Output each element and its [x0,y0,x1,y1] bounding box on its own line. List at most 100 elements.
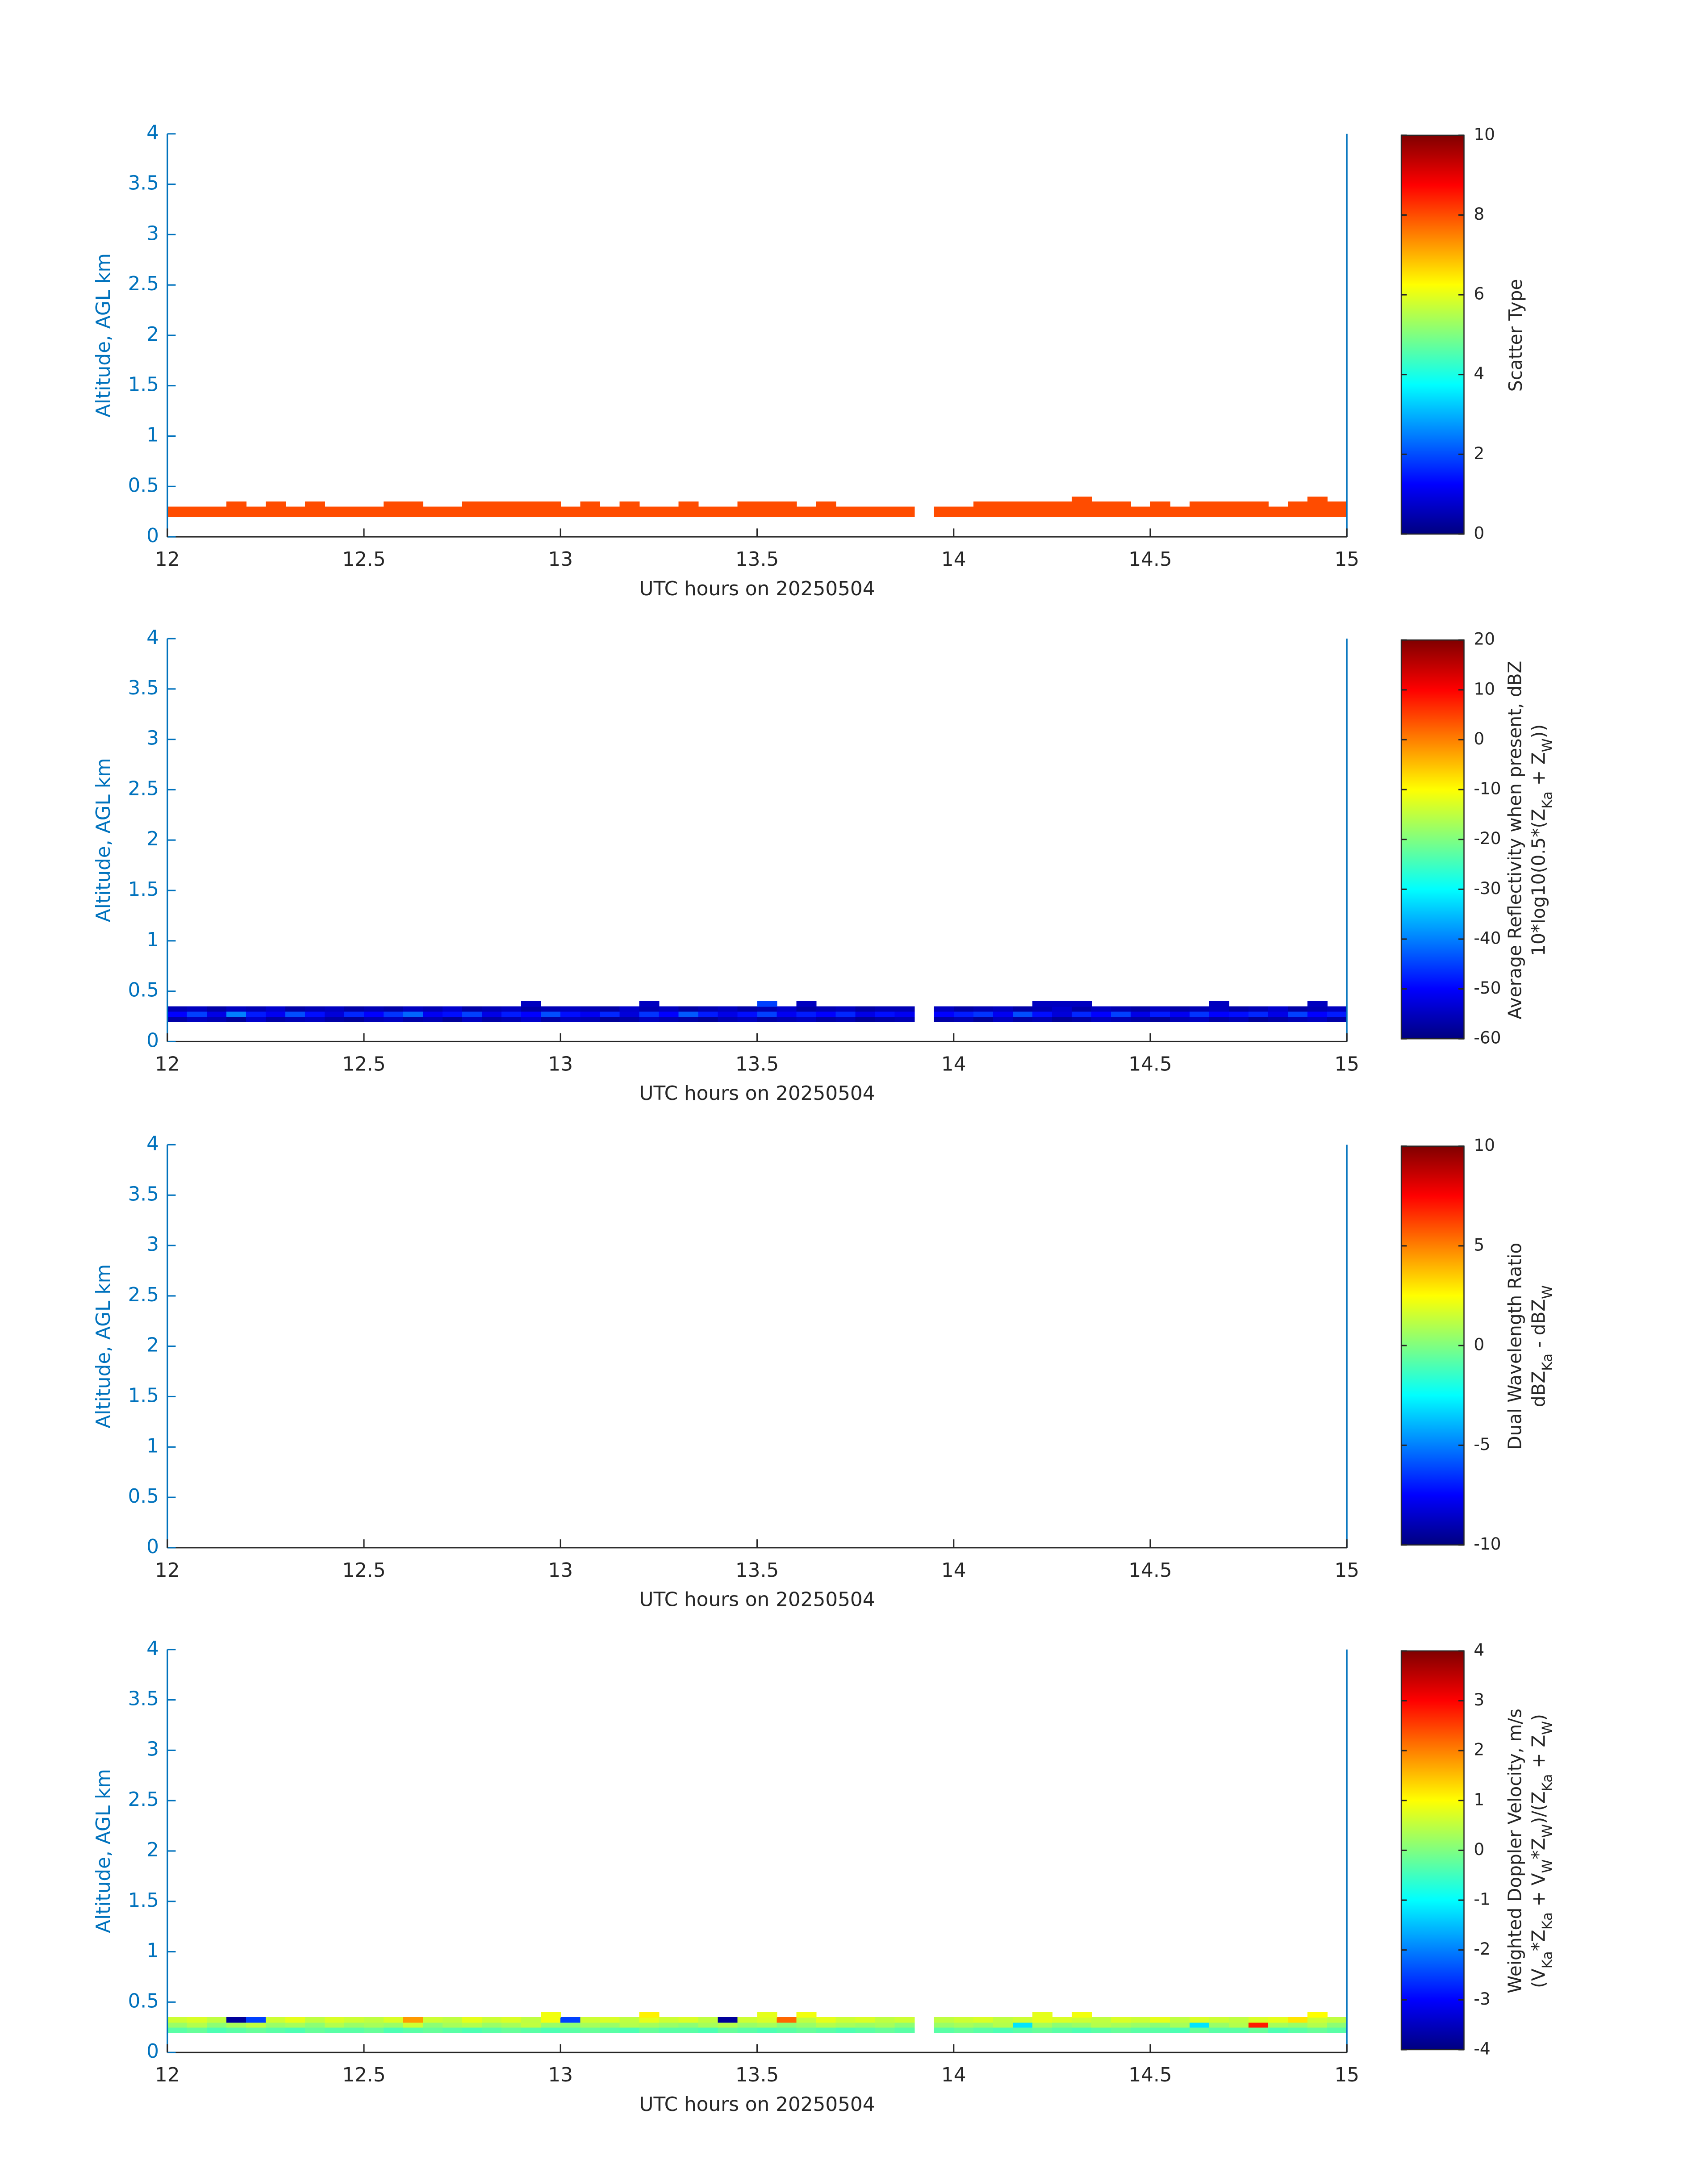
heatmap-cell [1091,511,1111,517]
heatmap-cell [718,2027,738,2033]
heatmap-cell [384,2017,404,2023]
x-tick-label: 15 [1334,1053,1359,1076]
heatmap-cell [1170,2017,1190,2023]
heatmap-cell [1209,1016,1230,1022]
heatmap-cell [344,506,364,512]
heatmap-cell [187,2027,207,2033]
heatmap-cell [1327,1011,1348,1017]
heatmap-cell [443,2022,463,2028]
label-subscript: W [1540,1285,1556,1299]
label-subscript: W [1540,1721,1556,1735]
label-subscript: Ka [1540,1354,1556,1371]
heatmap-cell [1032,1006,1052,1012]
heatmap-cell [265,1006,286,1012]
heatmap-cell [1249,2027,1269,2033]
colorbar-tick-label: -30 [1474,878,1501,898]
heatmap-cell [324,506,345,512]
heatmap-cell [344,1016,364,1022]
x-tick-label: 13 [548,548,573,571]
heatmap-cell [855,506,876,512]
heatmap-cell [855,1011,876,1017]
label-subscript: W [1540,738,1556,752]
heatmap-cell [1071,1016,1092,1022]
heatmap-cell [226,2022,246,2028]
heatmap-cell [1268,2017,1289,2023]
heatmap-cell [462,2027,483,2033]
heatmap-cell [718,1006,738,1012]
heatmap-cell [501,2027,522,2033]
heatmap-cell [403,1016,423,1022]
heatmap-cell [246,2022,266,2028]
heatmap-cell [816,2017,836,2023]
heatmap-cell [1209,511,1230,517]
heatmap-cell [501,1011,522,1017]
heatmap-cell [443,511,463,517]
colorbar-tick-label: -50 [1474,978,1501,998]
heatmap-cell [934,2027,954,2033]
heatmap-cell [1130,2027,1151,2033]
heatmap-cell [1130,1006,1151,1012]
y-tick-label: 0.5 [128,979,159,1002]
heatmap-cell [423,2027,443,2033]
heatmap-cell [1130,1016,1151,1022]
y-tick-label: 1.5 [128,373,159,396]
heatmap-cell [560,2017,581,2023]
heatmap-cell [462,1016,483,1022]
y-tick-label: 3 [146,222,159,245]
heatmap-cell [678,511,699,517]
label-text: Weighted Doppler Velocity, m/s [1504,1709,1526,1993]
heatmap-cell [1091,1006,1111,1012]
heatmap-cell [403,2017,423,2023]
heatmap-cell [777,1006,797,1012]
heatmap-cell [619,506,640,512]
heatmap-cell [521,2022,542,2028]
heatmap-cell [1249,1006,1269,1012]
heatmap-cell [187,1006,207,1012]
heatmap-cell [324,1016,345,1022]
heatmap-cell [363,1011,384,1017]
x-tick-label: 14 [941,548,966,571]
heatmap-cell [305,1006,325,1012]
heatmap-cell [285,1006,305,1012]
heatmap-cell [305,2027,325,2033]
heatmap-cell [1307,2027,1328,2033]
heatmap-cell [521,2027,542,2033]
heatmap-cell [443,2027,463,2033]
heatmap-cell [1209,2022,1230,2028]
heatmap-cell [541,1016,561,1022]
heatmap-cell [285,506,305,512]
heatmap-cell [1032,511,1052,517]
heatmap-cell [835,2022,856,2028]
heatmap-cell [953,2027,974,2033]
heatmap-cell [973,1016,994,1022]
heatmap-cell [305,1016,325,1022]
label-text: )) [1528,724,1549,739]
heatmap-cell [1307,1011,1328,1017]
y-axis-label: Altitude, AGL km [92,758,115,922]
heatmap-cell [443,1011,463,1017]
heatmap-cell [363,1006,384,1012]
heatmap-cell [1012,506,1033,512]
heatmap-cell [875,1006,895,1012]
heatmap-cell [1170,511,1190,517]
heatmap-cell [639,1006,660,1012]
heatmap-cell [639,511,660,517]
heatmap-cell [1012,501,1033,507]
heatmap-cell [659,2027,679,2033]
y-tick-label: 0 [146,524,159,547]
heatmap-cell [1032,1016,1052,1022]
heatmap-cell [1327,501,1348,507]
label-text: Dual Wavelength Ratio [1504,1243,1526,1450]
heatmap-cell [600,1011,620,1017]
heatmap-cell [1130,2017,1151,2023]
heatmap-cell [737,1011,758,1017]
x-tick-label: 14.5 [1128,2064,1172,2086]
heatmap-cell [1190,511,1210,517]
x-tick-label: 14.5 [1128,1559,1172,1582]
heatmap-cell [1209,501,1230,507]
heatmap-cell [580,1006,601,1012]
heatmap-cell [659,511,679,517]
heatmap-cell [443,1006,463,1012]
heatmap-cell [698,511,718,517]
